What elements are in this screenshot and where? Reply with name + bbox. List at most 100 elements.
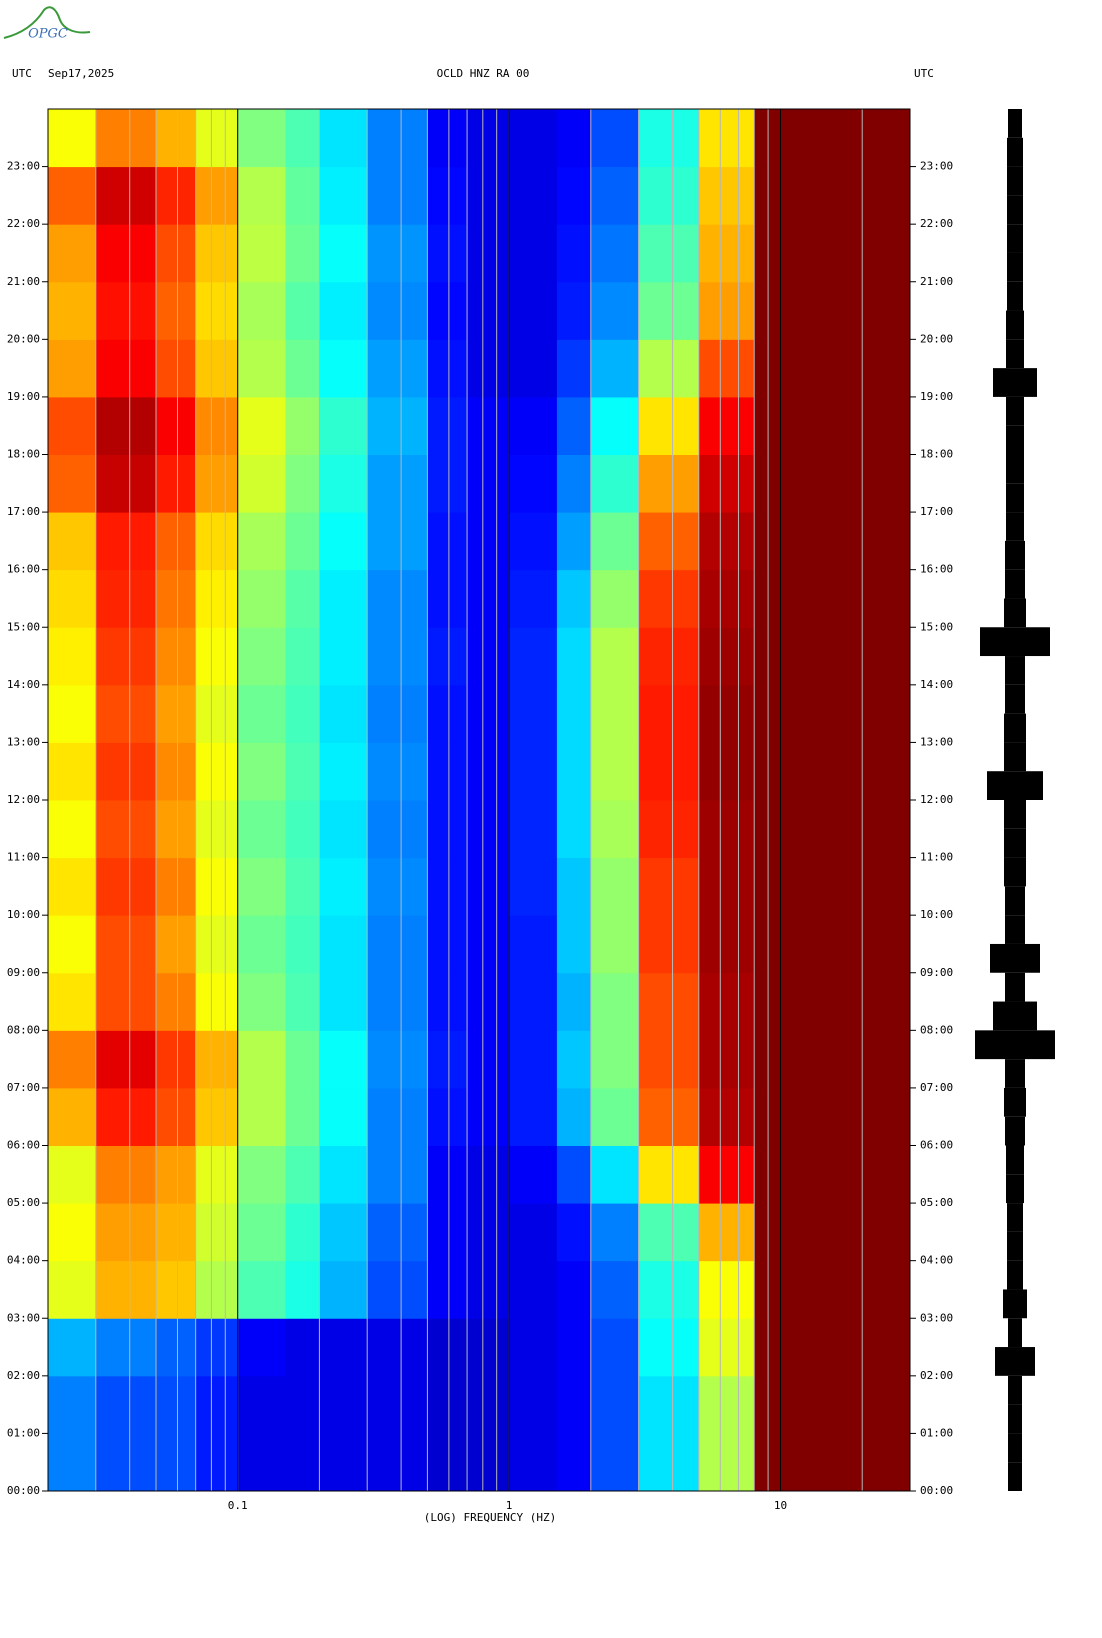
spectrogram-cell <box>467 1203 510 1262</box>
spectrogram-cell <box>556 1203 592 1262</box>
spectrogram-cell <box>367 627 428 686</box>
trace-envelope <box>1005 1059 1025 1088</box>
trace-envelope <box>1007 1260 1023 1290</box>
spectrogram-cell <box>48 742 97 801</box>
spectrogram-cell <box>754 569 911 628</box>
spectrogram-cell <box>367 1433 428 1492</box>
spectrogram-cell <box>754 224 911 283</box>
spectrogram-cell <box>156 972 197 1031</box>
spectrogram-cell <box>698 339 755 398</box>
spectrogram-cell <box>237 857 286 916</box>
spectrogram-cell <box>237 1433 286 1492</box>
spectrogram-cell <box>237 224 286 283</box>
spectrogram-cell <box>367 1087 428 1146</box>
logo: OPGC <box>28 27 68 42</box>
spectrogram-cell <box>754 1375 911 1434</box>
spectrogram-cell <box>590 569 640 628</box>
spectrogram-cell <box>285 1318 320 1377</box>
spectrogram-cell <box>698 1087 755 1146</box>
spectrogram-cell <box>509 166 558 225</box>
spectrogram-cell <box>195 627 239 686</box>
spectrogram-cell <box>237 742 286 801</box>
spectrogram-cell <box>195 742 239 801</box>
spectrogram-cell <box>509 1318 558 1377</box>
spectrogram-cell <box>509 1087 558 1146</box>
spectrogram-cell <box>467 915 510 974</box>
spectrogram-cell <box>367 1145 428 1204</box>
spectrogram-cell <box>556 166 592 225</box>
trace-envelope <box>1008 1462 1022 1491</box>
date: Sep17,2025 <box>48 67 114 80</box>
trace-envelope <box>1008 1375 1022 1405</box>
spectrogram-cell <box>367 109 428 168</box>
spectrogram-cell <box>754 742 911 801</box>
trace-envelope <box>980 627 1050 657</box>
spectrogram-cell <box>590 1087 640 1146</box>
trace-envelope <box>1004 828 1026 858</box>
spectrogram-cell <box>156 1030 197 1089</box>
trace-envelope <box>1006 1145 1024 1175</box>
spectrogram-cell <box>195 339 239 398</box>
spectrogram-cell <box>638 915 700 974</box>
spectrogram-cell <box>285 109 320 168</box>
spectrogram-cell <box>698 1260 755 1319</box>
spectrogram-cell <box>556 857 592 916</box>
spectrogram-cell <box>319 1145 368 1204</box>
spectrogram-cell <box>556 569 592 628</box>
trace-envelope <box>975 1030 1055 1060</box>
spectrogram-cell <box>754 1087 911 1146</box>
spectrogram-cell <box>367 742 428 801</box>
spectrogram-cell <box>638 281 700 340</box>
y-tick-label: 05:00 <box>7 1196 40 1209</box>
spectrogram-cell <box>467 1087 510 1146</box>
spectrogram-cell <box>156 396 197 455</box>
spectrogram-cell <box>367 1318 428 1377</box>
trace-envelope <box>1008 109 1022 138</box>
spectrogram-cell <box>638 800 700 859</box>
spectrogram-cell <box>638 1318 700 1377</box>
spectrogram-cell <box>195 454 239 513</box>
trace-envelope <box>1006 512 1024 541</box>
spectrogram-cell <box>698 972 755 1031</box>
spectrogram-cell <box>48 1087 97 1146</box>
spectrogram-cell <box>237 512 286 571</box>
spectrogram-cell <box>754 1260 911 1319</box>
spectrogram-cell <box>156 1375 197 1434</box>
spectrogram-cell <box>556 800 592 859</box>
spectrogram-cell <box>95 627 157 686</box>
spectrogram-cell <box>156 742 197 801</box>
spectrogram-cell <box>556 972 592 1031</box>
spectrogram-cell <box>237 281 286 340</box>
spectrogram-cell <box>95 109 157 168</box>
spectrogram-cell <box>319 281 368 340</box>
spectrogram-cell <box>590 454 640 513</box>
trace-envelope <box>1007 166 1023 196</box>
spectrogram-cell <box>237 569 286 628</box>
spectrogram-cell <box>367 166 428 225</box>
spectrogram-cell <box>638 1145 700 1204</box>
spectrogram-cell <box>285 1433 320 1492</box>
spectrogram-cell <box>467 109 510 168</box>
y-tick-label: 01:00 <box>920 1426 953 1439</box>
spectrogram-cell <box>427 684 468 743</box>
spectrogram-cell <box>95 857 157 916</box>
trace-envelope <box>1006 1174 1024 1204</box>
spectrogram-cell <box>195 972 239 1031</box>
trace-envelope <box>1006 339 1024 369</box>
spectrogram-cell <box>754 396 911 455</box>
spectrogram-cell <box>237 684 286 743</box>
spectrogram-cell <box>590 1433 640 1492</box>
spectrogram-cell <box>285 1145 320 1204</box>
spectrogram-cell <box>638 1030 700 1089</box>
y-tick-label: 13:00 <box>7 735 40 748</box>
spectrogram-cell <box>367 684 428 743</box>
spectrogram-cell <box>638 857 700 916</box>
spectrogram-cell <box>638 684 700 743</box>
spectrogram-cell <box>48 800 97 859</box>
spectrogram-cell <box>285 915 320 974</box>
spectrogram-cell <box>467 281 510 340</box>
trace-envelope <box>1004 713 1026 743</box>
spectrogram-cell <box>48 166 97 225</box>
y-tick-label: 17:00 <box>7 505 40 518</box>
spectrogram-cell <box>427 166 468 225</box>
